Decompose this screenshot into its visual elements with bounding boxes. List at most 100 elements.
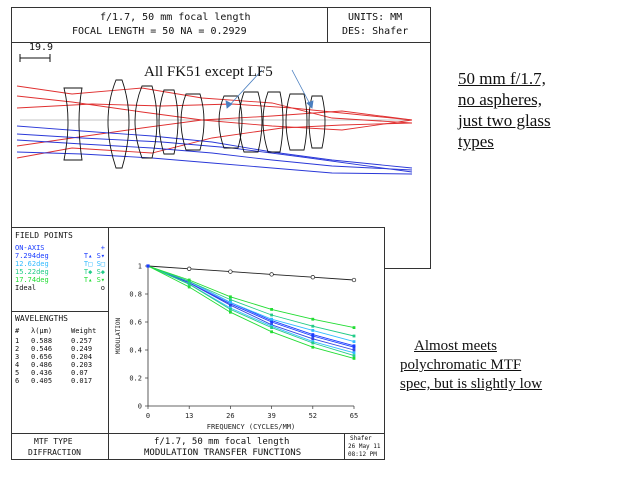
mtf-point xyxy=(187,278,191,282)
mtf-point xyxy=(311,317,315,321)
field-points-title: FIELD POINTS xyxy=(15,231,73,240)
col-num: # xyxy=(15,327,20,335)
mtf-stamp: Shafer 26 May 11 08:12 PM xyxy=(344,434,385,460)
y-tick-label: 0.4 xyxy=(129,347,142,355)
wavelength-num: 6 xyxy=(15,377,20,385)
mtf-series-line xyxy=(147,265,355,337)
mtf-point xyxy=(352,345,356,349)
mtf-point xyxy=(270,326,273,329)
mtf-point xyxy=(228,269,233,274)
wavelength-value: 0.656 xyxy=(31,353,53,361)
mtf-type-label: MTF TYPE xyxy=(34,437,73,446)
wavelength-weight: 0.204 xyxy=(71,353,93,361)
field-point-label: 17.74deg xyxy=(15,276,49,284)
mtf-panel: FIELD POINTS ON-AXIS + 7.294deg T▴ S▾ 12… xyxy=(11,227,385,460)
wavelength-value: 0.588 xyxy=(31,337,53,345)
wavelength-row: 3 0.656 0.204 xyxy=(15,353,105,361)
mtf-note-line-2: polychromatic MTF xyxy=(400,357,522,373)
field-point-item: 7.294deg T▴ S▾ xyxy=(15,252,105,260)
wavelength-value: 0.486 xyxy=(31,361,53,369)
x-tick-label: 52 xyxy=(309,412,317,420)
mtf-subtitle: MODULATION TRANSFER FUNCTIONS xyxy=(144,448,302,458)
lens-elements xyxy=(63,79,326,169)
field-point-marks: o xyxy=(100,284,105,292)
mtf-point xyxy=(187,285,191,289)
scale-value: 19.9 xyxy=(29,42,54,53)
field-point-item: Ideal o xyxy=(15,284,105,292)
mtf-point xyxy=(270,308,273,311)
wavelength-row: 6 0.405 0.017 xyxy=(15,377,105,385)
wavelength-num: 4 xyxy=(15,361,20,369)
mtf-point xyxy=(311,337,315,341)
lens-diagram xyxy=(16,54,413,175)
mtf-point xyxy=(352,354,356,357)
mtf-point xyxy=(269,272,274,277)
mtf-point xyxy=(229,308,232,311)
header-divider xyxy=(327,8,328,42)
mtf-point xyxy=(187,281,191,285)
col-lambda: λ(μm) xyxy=(31,327,53,335)
mtf-point xyxy=(352,326,356,329)
wavelength-weight: 0.203 xyxy=(71,361,93,369)
mtf-chart: 0 13 26 39 52 65 0 0.2 0.4 0.6 0.8 1 FREQUENCY (CYCL… xyxy=(115,263,358,432)
mtf-note-line-3: spec, but is slightly low xyxy=(400,376,543,392)
wavelength-row: 5 0.436 0.07 xyxy=(15,369,105,377)
field-point-item: 17.74deg T▴ S▾ xyxy=(15,276,105,284)
mtf-point xyxy=(270,323,273,327)
field-points-list: ON-AXIS + 7.294deg T▴ S▾ 12.62deg T□ S□ … xyxy=(15,244,105,292)
y-axis-label: MODULATION xyxy=(115,318,122,355)
y-tick-label: 0.8 xyxy=(129,291,142,299)
mtf-point xyxy=(351,277,357,283)
mtf-start-point xyxy=(146,264,150,268)
side-note-line-2: no aspheres, xyxy=(458,90,543,109)
mtf-point xyxy=(270,320,273,324)
wavelength-row: 1 0.588 0.257 xyxy=(15,337,105,345)
wavelength-value: 0.405 xyxy=(31,377,53,385)
mtf-point xyxy=(270,313,273,317)
field-point-item: 12.62deg T□ S□ xyxy=(15,260,105,268)
mtf-note-line-1: Almost meets xyxy=(414,338,497,354)
mtf-series-line xyxy=(147,265,355,281)
rays-red xyxy=(16,85,413,159)
field-points-legend: FIELD POINTS ON-AXIS + 7.294deg T▴ S▾ 12… xyxy=(12,228,109,312)
y-tick-label: 0 xyxy=(138,403,142,411)
wavelength-weight: 0.07 xyxy=(71,369,88,377)
mtf-point xyxy=(310,275,315,280)
mtf-point xyxy=(187,282,191,286)
x-tick-label: 65 xyxy=(350,412,358,420)
wavelength-weight: 0.017 xyxy=(71,377,93,385)
mtf-series-line xyxy=(147,265,355,351)
mtf-point xyxy=(352,334,356,338)
side-note-line-1: 50 mm f/1.7, xyxy=(458,69,546,88)
field-point-label: 12.62deg xyxy=(15,260,49,268)
x-tick-label: 13 xyxy=(185,412,193,420)
x-tick-label: 0 xyxy=(146,412,150,420)
wavelength-value: 0.436 xyxy=(31,369,53,377)
x-axis-label: FREQUENCY (CYCLES/MM) xyxy=(207,423,296,431)
lens-layout-panel: f/1.7, 50 mm focal length FOCAL LENGTH =… xyxy=(11,7,431,269)
lens-header: f/1.7, 50 mm focal length FOCAL LENGTH =… xyxy=(12,8,430,43)
side-note-line-3: just two glass xyxy=(458,111,551,130)
side-note-bottom: Almost meets polychromatic MTF spec, but… xyxy=(400,337,632,394)
y-tick-label: 0.6 xyxy=(129,319,142,327)
mtf-point xyxy=(229,301,232,304)
mtf-point xyxy=(229,295,232,299)
mtf-series-line xyxy=(147,265,355,357)
rays-blue xyxy=(16,125,413,175)
wavelength-weight: 0.249 xyxy=(71,345,93,353)
mtf-type-value: DIFFRACTION xyxy=(28,448,81,457)
mtf-point xyxy=(229,298,232,301)
wavelength-num: 2 xyxy=(15,345,20,353)
field-point-label: Ideal xyxy=(15,284,37,292)
field-point-label: 15.22deg xyxy=(15,268,49,276)
field-point-item: 15.22deg T◆ S◆ xyxy=(15,268,105,276)
col-weight: Weight xyxy=(71,327,97,335)
wavelength-num: 3 xyxy=(15,353,20,361)
wavelength-row: 2 0.546 0.249 xyxy=(15,345,105,353)
field-point-marks: T□ S□ xyxy=(83,260,105,268)
wavelength-num: 1 xyxy=(15,337,20,345)
side-note-top: 50 mm f/1.7, no aspheres, just two glass… xyxy=(458,68,551,152)
mtf-point xyxy=(187,266,192,271)
y-tick-label: 1 xyxy=(138,263,142,271)
mtf-point xyxy=(352,357,356,360)
